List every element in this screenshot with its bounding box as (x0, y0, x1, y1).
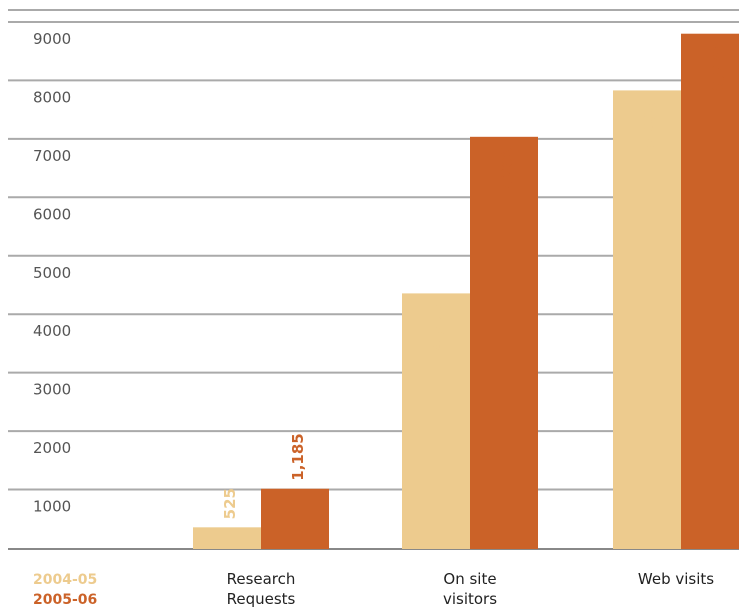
category-label: visitors (443, 590, 497, 608)
category-label: Research (227, 570, 296, 588)
bar-2005-06-0 (261, 488, 329, 549)
bar-2005-06-1 (470, 136, 538, 549)
y-tick-label: 4000 (33, 322, 71, 340)
category-label: Requests (227, 590, 296, 608)
bar-value-label: 8,000 (641, 100, 659, 147)
bar-value-label: 8,970 (709, 44, 727, 91)
bars (193, 33, 739, 550)
category-label: Web visits (638, 570, 714, 588)
y-tick-label: 3000 (33, 381, 71, 399)
category-labels: Research Requests On site visitors Web visit… (227, 570, 715, 608)
bar-value-label: 1,185 (289, 433, 307, 480)
legend-item-2004-05: 2004-05 (33, 572, 97, 588)
bar-value-label: 525 (221, 488, 239, 519)
y-tick-label: 7000 (33, 147, 71, 165)
bar-2004-05-2 (613, 90, 681, 550)
category-label: On site (443, 570, 496, 588)
y-tick-label: 9000 (33, 30, 71, 48)
y-tick-label: 1000 (33, 498, 71, 516)
y-tick-label: 8000 (33, 88, 71, 106)
bar-value-label: 7,206 (498, 147, 516, 194)
y-tick-label: 6000 (33, 205, 71, 223)
y-tick-label: 2000 (33, 439, 71, 457)
bar-labels: 525 4,527 8,000 1,185 7,206 8,970 (221, 44, 727, 520)
bar-2004-05-0 (193, 527, 261, 549)
y-tick-label: 5000 (33, 264, 71, 282)
bar-2005-06-2 (681, 33, 739, 550)
bar-value-label: 4,527 (430, 303, 448, 350)
bar-2004-05-1 (402, 293, 470, 549)
legend: 2004-05 2005-06 (33, 572, 97, 608)
legend-item-2005-06: 2005-06 (33, 592, 97, 608)
gridlines: 1000 2000 3000 4000 5000 6000 7000 8000 9000 (8, 9, 739, 550)
